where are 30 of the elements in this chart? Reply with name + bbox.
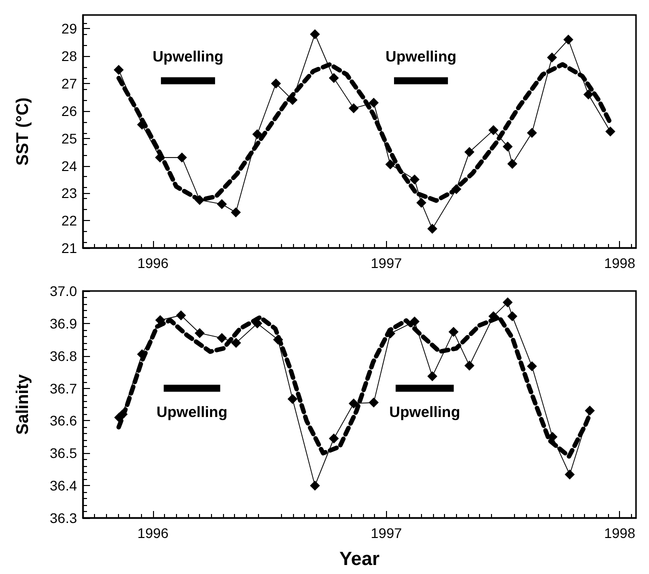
y-tick-label: 27 xyxy=(61,76,78,92)
y-tick-label: 36.3 xyxy=(50,510,78,526)
y-tick-label: 29 xyxy=(61,20,78,37)
y-tick-label: 36.6 xyxy=(50,412,78,429)
y-tick-label: 28 xyxy=(61,48,78,64)
x-tick-label: 1998 xyxy=(604,255,636,271)
y-axis-title: SST (°C) xyxy=(13,97,32,166)
x-tick-label: 1996 xyxy=(137,255,169,271)
y-tick-label: 37.0 xyxy=(50,283,78,299)
annotation: Upwelling xyxy=(156,404,228,421)
y-axis-title: Salinity xyxy=(13,374,32,435)
y-tick-label: 36.7 xyxy=(50,380,78,396)
y-tick-label: 36.9 xyxy=(50,315,78,332)
y-tick-label: 23 xyxy=(61,185,78,202)
x-axis-title: Year xyxy=(339,549,380,570)
annotation: Upwelling xyxy=(389,404,460,421)
y-tick-label: 36.5 xyxy=(50,445,78,462)
x-tick-label: 1997 xyxy=(370,525,402,541)
y-tick-label: 26 xyxy=(61,102,78,119)
annotation: Upwelling xyxy=(152,48,224,66)
y-tick-label: 22 xyxy=(61,212,78,229)
y-tick-label: 21 xyxy=(61,240,78,256)
x-tick-label: 1997 xyxy=(370,255,402,271)
y-tick-label: 36.8 xyxy=(50,348,78,364)
x-tick-label: 1998 xyxy=(604,525,636,541)
y-tick-label: 24 xyxy=(61,158,78,174)
annotation: Upwelling xyxy=(386,48,456,66)
y-tick-label: 25 xyxy=(61,130,78,146)
x-tick-label: 1996 xyxy=(137,525,169,541)
y-tick-label: 36.4 xyxy=(50,478,78,494)
